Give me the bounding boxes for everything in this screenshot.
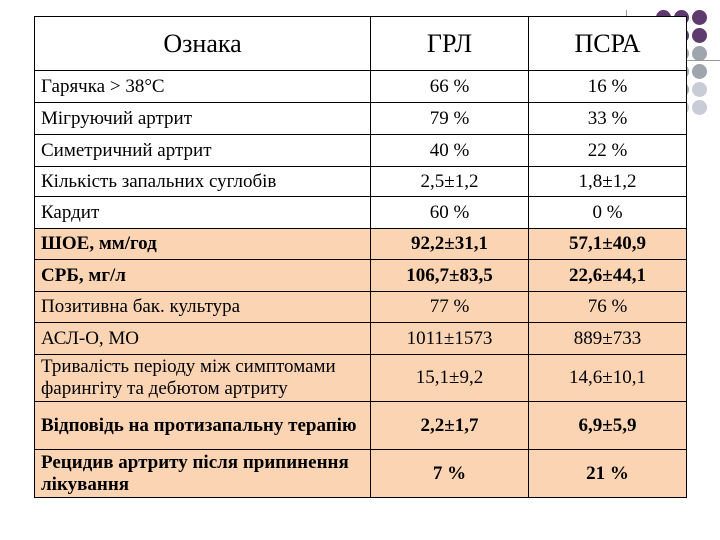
comparison-table: Ознака ГРЛ ПСРА Гарячка > 38°С 66 % 16 % Мі… <box>34 16 687 498</box>
row-value-grl: 40 % <box>370 134 529 167</box>
table-row: Мігруючий артрит 79 % 33 % <box>34 102 687 135</box>
row-label: Мігруючий артрит <box>34 102 371 135</box>
table-row: АСЛ-О, МО 1011±1573 889±733 <box>34 322 687 355</box>
header-feature: Ознака <box>34 16 371 71</box>
row-value-grl: 1011±1573 <box>370 322 529 355</box>
row-value-grl: 2,2±1,7 <box>370 401 529 450</box>
row-value-grl: 77 % <box>370 291 529 323</box>
row-value-psra: 14,6±10,1 <box>528 354 687 402</box>
decorative-dot <box>692 100 707 115</box>
row-value-psra: 76 % <box>528 291 687 323</box>
row-value-grl: 7 % <box>370 449 529 498</box>
table-row: Позитивна бак. культура 77 % 76 % <box>34 291 687 323</box>
decorative-dot <box>692 28 707 43</box>
table-row: Відповідь на протизапальну терапію 2,2±1,… <box>34 401 687 450</box>
row-label: Позитивна бак. культура <box>34 291 371 323</box>
table-row: Кардит 60 % 0 % <box>34 196 687 229</box>
row-label: Симетричний артрит <box>34 134 371 167</box>
row-label: Кількість запальних суглобів <box>34 166 371 197</box>
row-label: Кардит <box>34 196 371 229</box>
row-label: ШОЕ, мм/год <box>34 228 371 260</box>
row-value-psra: 889±733 <box>528 322 687 355</box>
row-value-grl: 2,5±1,2 <box>370 166 529 197</box>
header-psra: ПСРА <box>528 16 687 71</box>
row-label: Тривалість періоду між симптомами фаринг… <box>34 354 371 402</box>
row-label: СРБ, мг/л <box>34 259 371 292</box>
row-value-psra: 33 % <box>528 102 687 135</box>
row-value-grl: 60 % <box>370 196 529 229</box>
decorative-dot <box>692 64 707 79</box>
row-value-grl: 106,7±83,5 <box>370 259 529 292</box>
row-value-psra: 22 % <box>528 134 687 167</box>
row-value-psra: 21 % <box>528 449 687 498</box>
row-value-psra: 22,6±44,1 <box>528 259 687 292</box>
row-value-psra: 16 % <box>528 70 687 103</box>
row-value-psra: 1,8±1,2 <box>528 166 687 197</box>
table-header-row: Ознака ГРЛ ПСРА <box>34 16 687 71</box>
table-row: Кількість запальних суглобів 2,5±1,2 1,8±1… <box>34 166 687 197</box>
table-row: Гарячка > 38°С 66 % 16 % <box>34 70 687 103</box>
row-label: Гарячка > 38°С <box>34 70 371 103</box>
row-label: Відповідь на протизапальну терапію <box>34 401 371 450</box>
table-row: Рецидив артриту після припинення лікуван… <box>34 449 687 498</box>
decorative-dot <box>692 82 707 97</box>
row-label: АСЛ-О, МО <box>34 322 371 355</box>
row-value-grl: 66 % <box>370 70 529 103</box>
row-value-psra: 0 % <box>528 196 687 229</box>
header-grl: ГРЛ <box>370 16 529 71</box>
row-value-grl: 92,2±31,1 <box>370 228 529 260</box>
table-row: ШОЕ, мм/год 92,2±31,1 57,1±40,9 <box>34 228 687 260</box>
row-value-psra: 57,1±40,9 <box>528 228 687 260</box>
table-row: Симетричний артрит 40 % 22 % <box>34 134 687 167</box>
row-value-psra: 6,9±5,9 <box>528 401 687 450</box>
row-value-grl: 79 % <box>370 102 529 135</box>
row-label: Рецидив артриту після припинення лікуван… <box>34 449 371 498</box>
table-row: Тривалість періоду між симптомами фаринг… <box>34 354 687 402</box>
row-value-grl: 15,1±9,2 <box>370 354 529 402</box>
decorative-dot <box>692 10 707 25</box>
table-row: СРБ, мг/л 106,7±83,5 22,6±44,1 <box>34 259 687 292</box>
decorative-dot <box>692 46 707 61</box>
